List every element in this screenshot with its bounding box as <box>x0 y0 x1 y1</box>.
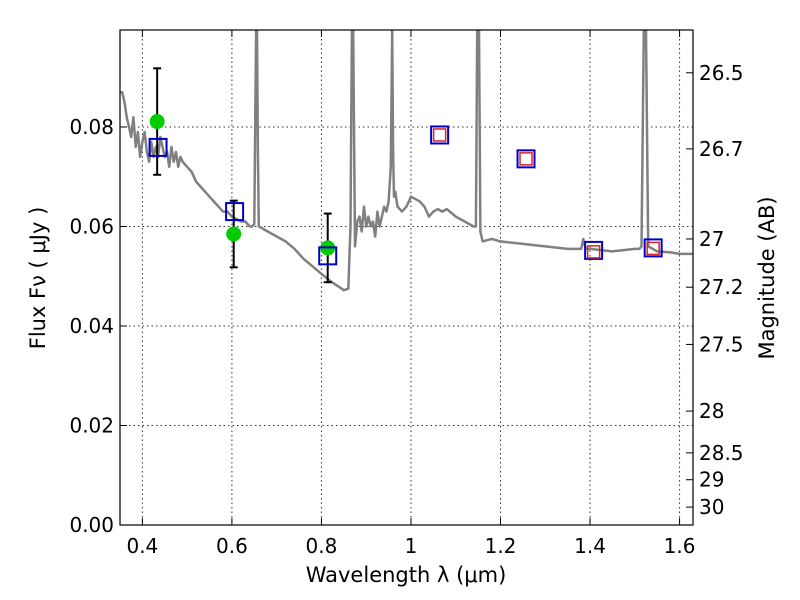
axes-frame <box>119 29 694 526</box>
right-tick-label: 27.2 <box>699 275 744 299</box>
plot-area <box>120 30 693 292</box>
x-tick-label: 1.2 <box>485 534 517 558</box>
right-tick-label: 28.5 <box>699 441 744 465</box>
right-axis-label: Magnitude (AB) <box>755 196 779 359</box>
x-tick-label: 0.6 <box>216 534 248 558</box>
model-flux-square-red <box>432 128 447 142</box>
x-tick-label: 1 <box>405 534 418 558</box>
x-tick-label: 1.6 <box>664 534 696 558</box>
model-flux-square-red <box>646 241 660 256</box>
x-axis-label: Wavelength λ (μm) <box>306 563 507 587</box>
right-tick-label: 26.7 <box>699 137 744 161</box>
y-tick-label: 0.06 <box>69 215 114 239</box>
model-flux-square-red <box>586 245 601 259</box>
right-tick-label: 27.5 <box>699 332 744 356</box>
model-flux-square-blue <box>148 137 168 157</box>
right-tick-label: 29 <box>699 468 724 492</box>
model-flux-square-blue <box>225 202 245 222</box>
right-tick-label: 27 <box>699 227 724 251</box>
y-axis-label: Flux Fν ( μJy ) <box>26 207 50 350</box>
model-spectrum-line <box>120 30 693 292</box>
model-flux-square-blue <box>516 149 536 169</box>
model-flux-square-blue <box>430 125 450 145</box>
observed-flux-point <box>149 114 165 130</box>
right-tick-label: 28 <box>699 399 724 423</box>
x-tick-label: 0.4 <box>126 534 158 558</box>
x-tick-label: 1.4 <box>574 534 606 558</box>
right-tick-label: 26.5 <box>699 61 744 85</box>
observed-flux-point <box>226 226 242 242</box>
model-flux-square-red <box>519 152 533 166</box>
x-tick-label: 0.8 <box>306 534 338 558</box>
y-tick-label: 0.08 <box>69 115 114 139</box>
grid <box>120 30 693 525</box>
model-flux-square-blue <box>584 240 604 260</box>
model-flux-square-blue <box>318 246 338 266</box>
right-tick-label: 30 <box>699 495 724 519</box>
y-tick-label: 0.02 <box>69 414 114 438</box>
y-tick-label: 0.00 <box>69 513 114 537</box>
model-flux-square-blue <box>643 238 663 258</box>
axes: 0.4 0.6 0.8 1 1.2 1.4 1.6 0.00 0.02 0.04 0.06 0.08 2… <box>69 30 744 558</box>
y-tick-label: 0.04 <box>69 314 114 338</box>
